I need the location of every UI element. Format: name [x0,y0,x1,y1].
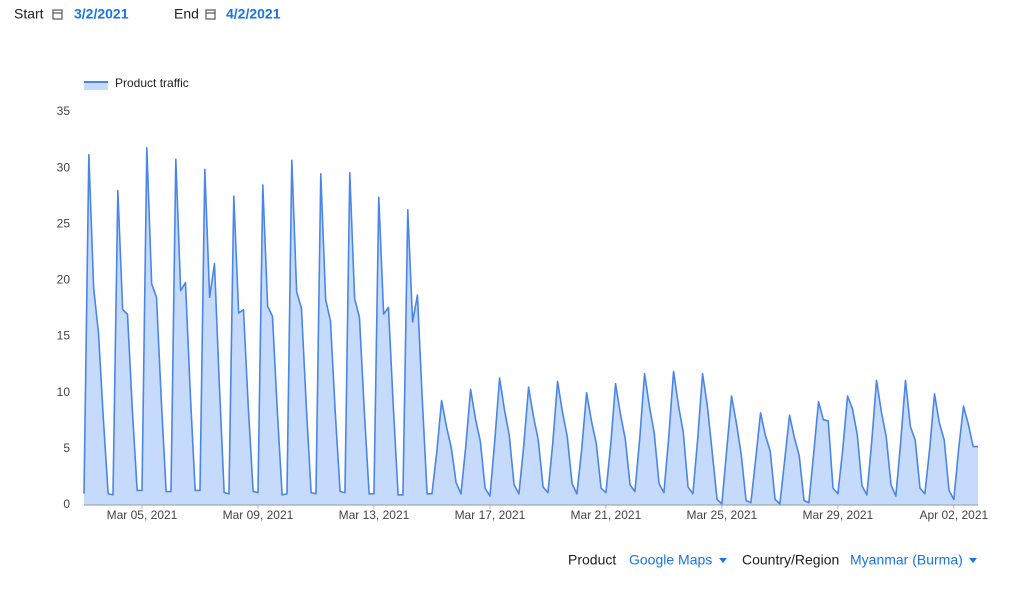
end-date[interactable]: 4/2/2021 [226,6,281,22]
product-label: Product [568,552,616,568]
start-date[interactable]: 3/2/2021 [74,6,129,22]
dropdown-arrow[interactable] [719,558,727,563]
calendar-icon [52,9,63,20]
x-tick-label: Mar 29, 2021 [803,508,874,522]
product-filter[interactable]: Product Google Maps [568,552,727,568]
y-tick-label: 20 [57,273,71,287]
line [83,147,978,505]
y-tick-label: 25 [57,216,71,230]
x-tick-label: Mar 05, 2021 [107,508,178,522]
y-tick-label: 30 [57,160,71,174]
y-tick-label: 10 [57,385,71,399]
calendar-icon [205,9,216,20]
x-tick-label: Mar 09, 2021 [223,508,294,522]
x-tick-label: Mar 13, 2021 [339,508,410,522]
start-picker[interactable]: Start 3/2/2021 [14,6,129,22]
x-tick-label: Apr 02, 2021 [919,508,988,522]
chart: 0 5 10 15 20 25 30 35 Mar 05, 2021 Mar 09, 2021 Ma… [57,76,989,522]
y-tick-label: 0 [63,497,70,511]
product-value[interactable]: Google Maps [629,552,712,568]
area-fill [84,147,978,505]
end-picker[interactable]: End 4/2/2021 [174,6,281,22]
y-tick-label: 5 [63,441,70,455]
x-tick-label: Mar 21, 2021 [571,508,642,522]
x-tick-label: Mar 17, 2021 [455,508,526,522]
x-tick-label: Mar 25, 2021 [687,508,758,522]
dropdown-arrow[interactable] [969,558,977,563]
end-label: End [174,6,199,22]
legend-swatch [84,82,108,90]
y-tick-label: 35 [57,104,71,118]
region-value[interactable]: Myanmar (Burma) [850,552,963,568]
y-tick-label: 15 [57,329,71,343]
region-filter[interactable]: Country/Region Myanmar (Burma) [742,552,977,568]
region-label: Country/Region [742,552,839,568]
start-label: Start [14,6,44,22]
legend-label: Product traffic [115,76,189,90]
